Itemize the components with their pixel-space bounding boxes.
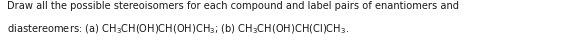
Text: Draw all the possible stereoisomers for each compound and label pairs of enantio: Draw all the possible stereoisomers for … — [7, 1, 459, 11]
Text: diastereomers: (a) CH$_3$CH(OH)CH(OH)CH$_3$; (b) CH$_3$CH(OH)CH(Cl)CH$_3$.: diastereomers: (a) CH$_3$CH(OH)CH(OH)CH$… — [7, 23, 349, 36]
